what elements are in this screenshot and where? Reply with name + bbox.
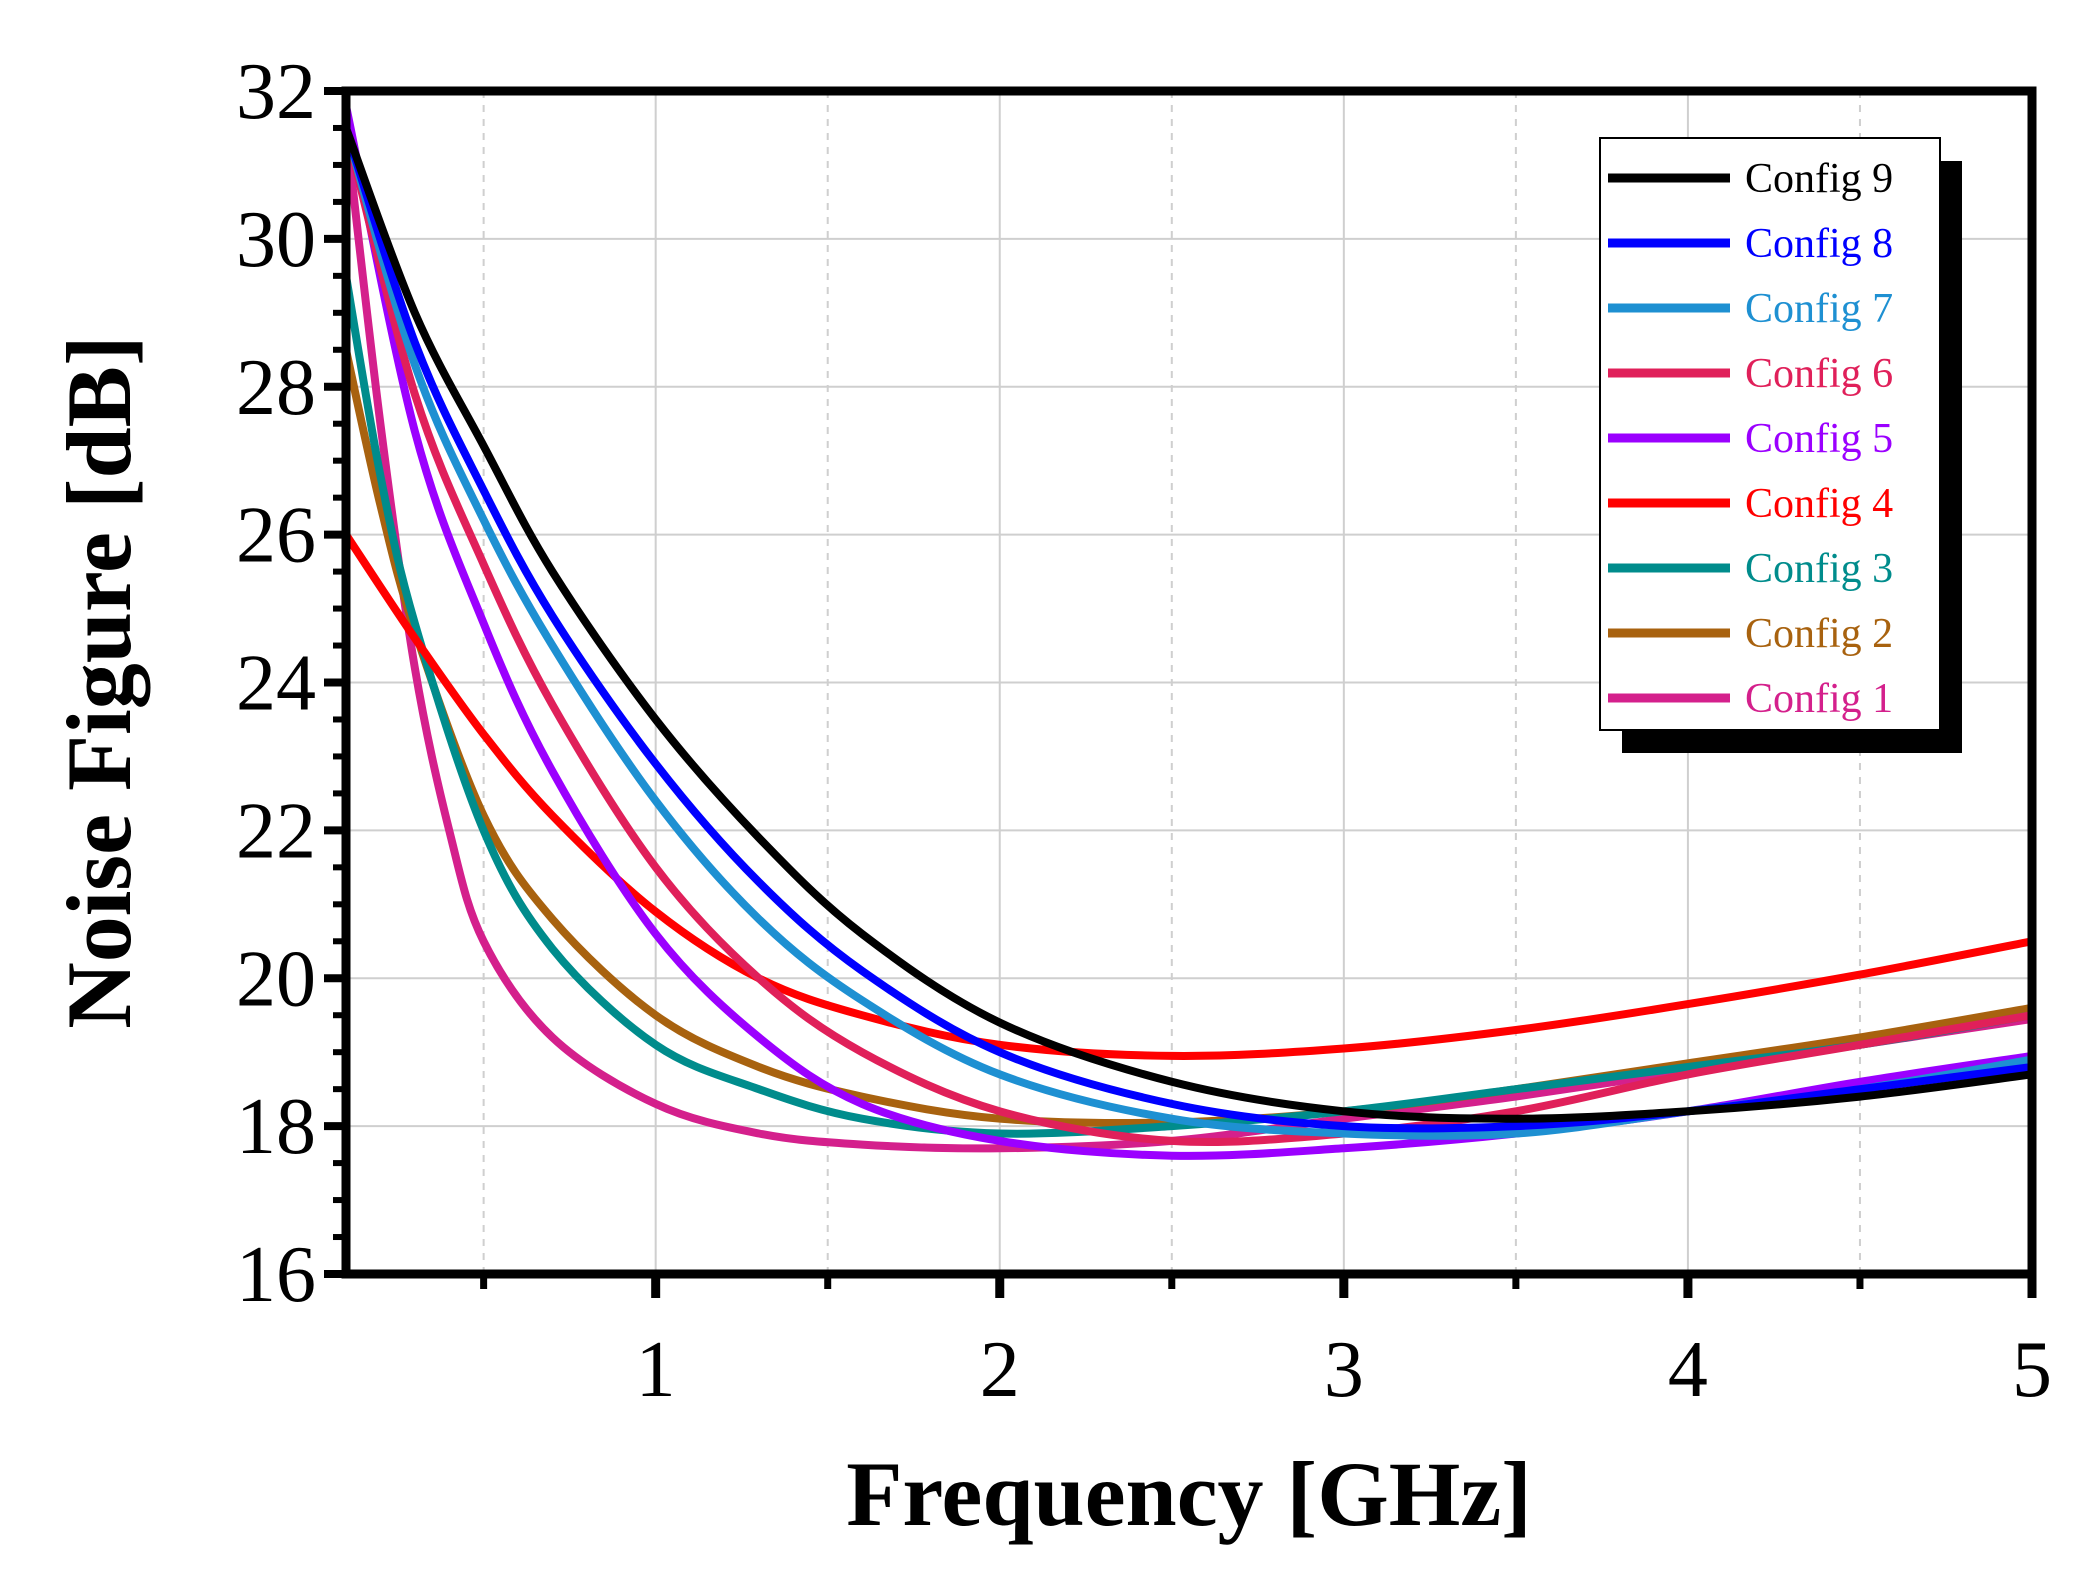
legend-label-config-2: Config 2 [1745,611,1893,657]
legend-label-config-1: Config 1 [1745,676,1893,722]
y-tick-label: 32 [236,48,316,136]
legend-label-config-5: Config 5 [1745,416,1893,462]
legend-label-config-7: Config 7 [1745,286,1893,332]
y-tick-label: 30 [236,196,316,284]
series-line-config-6 [346,124,2032,1147]
x-tick-label: 2 [980,1326,1020,1414]
series-line-config-9 [346,124,2032,1123]
legend-label-config-3: Config 3 [1745,546,1893,592]
series-line-config-1 [346,124,2032,1153]
y-axis-title: Noise Figure [dB] [48,335,150,1028]
legend: Config 9 Config 8 Config 7 Config 6 Config 5… [1599,137,1962,753]
y-tick-label: 22 [236,787,316,875]
y-tick-label: 24 [236,640,316,728]
y-tick-labels: 16 18 20 22 24 26 28 30 32 [236,48,316,1319]
y-tick-label: 28 [236,344,316,432]
y-tick-label: 16 [236,1231,316,1319]
x-tick-labels: 1 2 3 4 5 [636,1326,2052,1414]
x-tick-label: 4 [1668,1326,1708,1414]
axis-ticks [324,87,2037,1298]
legend-label-config-9: Config 9 [1745,156,1893,202]
legend-label-config-6: Config 6 [1745,351,1893,397]
x-tick-label: 5 [2012,1326,2052,1414]
legend-items: Config 9 Config 8 Config 7 Config 6 Config 5… [1608,156,1893,722]
legend-label-config-8: Config 8 [1745,221,1893,267]
y-tick-label: 26 [236,492,316,580]
series-line-config-4 [346,530,2032,1060]
series-lines [346,101,2032,1160]
legend-label-config-4: Config 4 [1745,481,1893,527]
y-tick-label: 20 [236,935,316,1023]
x-axis-title: Frequency [GHz] [846,1443,1532,1545]
y-tick-label: 18 [236,1083,316,1171]
x-tick-label: 1 [636,1326,676,1414]
x-tick-label: 3 [1324,1326,1364,1414]
